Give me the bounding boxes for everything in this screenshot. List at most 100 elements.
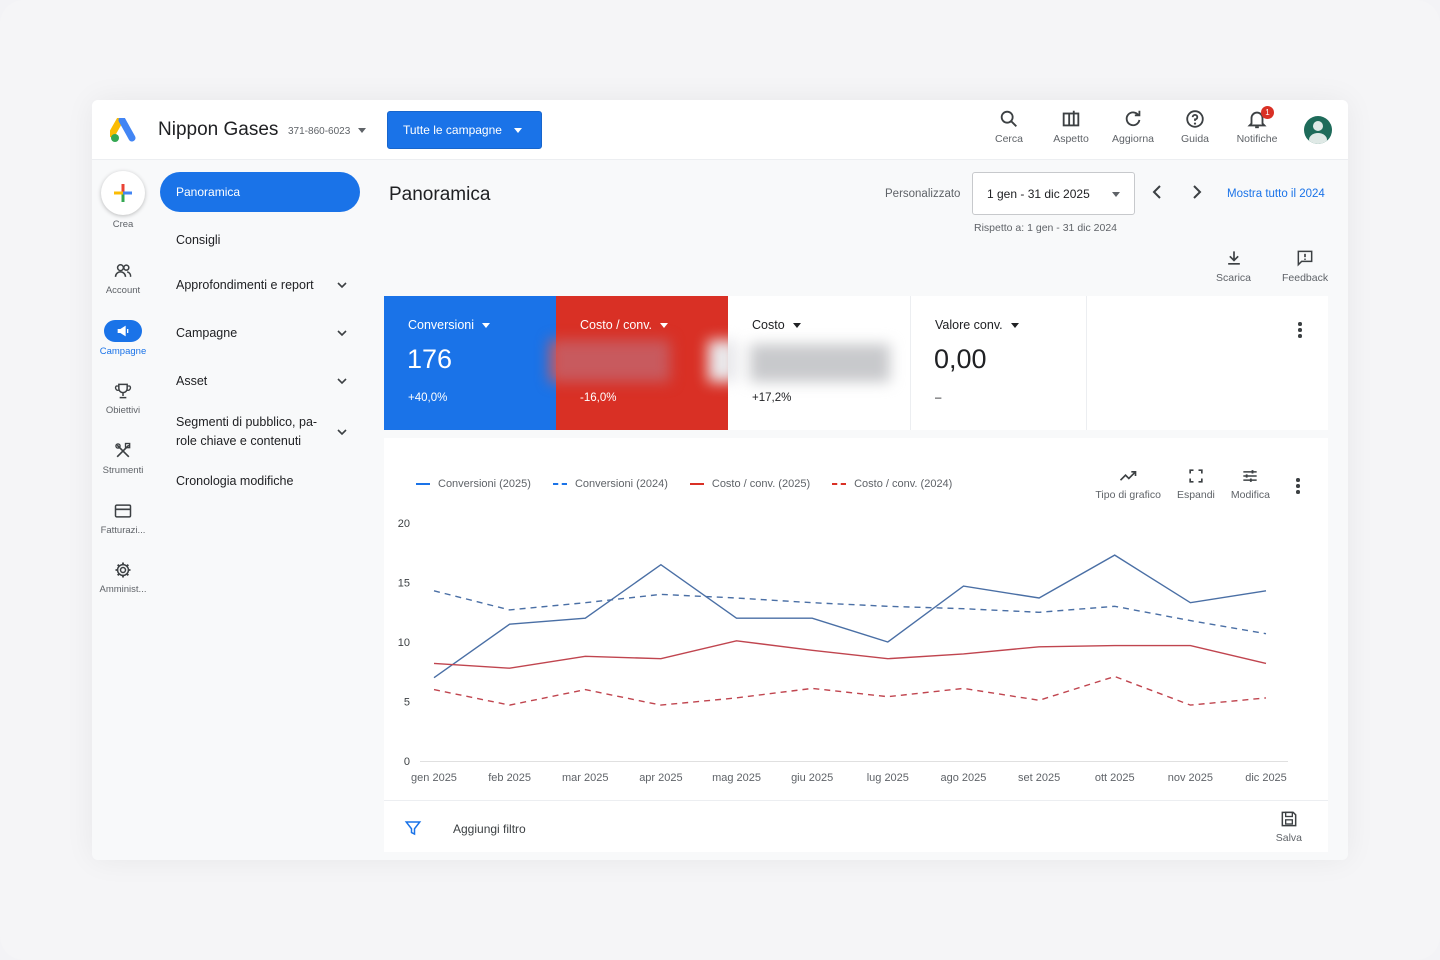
metric-title[interactable]: Conversioni <box>408 318 491 332</box>
filter-icon[interactable] <box>404 819 422 837</box>
legend-item[interactable]: Costo / conv. (2024) <box>832 478 952 490</box>
nav-item-label: Asset <box>176 374 208 388</box>
rail-billing[interactable]: Fatturazi... <box>92 501 154 536</box>
campaign-selector-label: Tutte le campagne <box>403 123 502 137</box>
search-tool-button[interactable]: Cerca <box>978 108 1040 145</box>
date-range-select[interactable]: 1 gen - 31 dic 2025 <box>972 172 1135 215</box>
user-avatar[interactable] <box>1304 116 1332 144</box>
help-tool-label: Guida <box>1180 133 1210 145</box>
metric-title-text: Valore conv. <box>935 318 1003 332</box>
expand-label: Espandi <box>1176 489 1215 501</box>
legend-item[interactable]: Conversioni (2024) <box>552 478 668 490</box>
legend-swatch <box>552 483 567 485</box>
legend-item[interactable]: Conversioni (2025) <box>416 478 531 490</box>
search-icon <box>1000 110 1017 127</box>
campaign-selector-button[interactable]: Tutte le campagne <box>387 111 542 149</box>
performance-chart-card: Conversioni (2025) Conversioni (2024) Co… <box>384 438 1328 852</box>
nav-item-insights-reports[interactable]: Approfondimenti e report <box>160 265 360 305</box>
create-button[interactable] <box>101 171 145 215</box>
x-tick-label: mar 2025 <box>562 772 608 784</box>
rail-account-label: Account <box>105 285 141 296</box>
expand-button[interactable]: Espandi <box>1177 466 1215 501</box>
nav-item-label: Panoramica <box>176 185 241 199</box>
chart-type-button[interactable]: Tipo di grafico <box>1095 466 1161 501</box>
metric-title[interactable]: Costo / conv. <box>580 318 669 332</box>
account-id[interactable]: 371-860-6023 <box>288 126 351 137</box>
metric-card-cost-per-conv[interactable]: Costo / conv. -16,0% <box>550 296 728 430</box>
nav-item-campaigns[interactable]: Campagne <box>160 313 360 353</box>
nav-item-label: Cronologia modifiche <box>176 474 294 488</box>
expand-icon <box>1189 469 1203 483</box>
metric-delta: – <box>935 392 942 404</box>
appearance-tool-button[interactable]: Aspetto <box>1040 108 1102 145</box>
chevron-down-icon[interactable] <box>336 375 348 387</box>
nav-item-assets[interactable]: Asset <box>160 361 360 401</box>
download-label: Scarica <box>1216 272 1252 284</box>
x-tick-label: lug 2025 <box>867 772 909 784</box>
rail-tools[interactable]: Strumenti <box>92 441 154 476</box>
legend-swatch <box>832 483 847 485</box>
nav-item-overview[interactable]: Panoramica <box>160 172 360 212</box>
redacted-value-edge <box>708 340 738 382</box>
rail-tools-label: Strumenti <box>102 465 144 476</box>
help-tool-button[interactable]: Guida <box>1164 108 1226 145</box>
tune-icon <box>1243 470 1258 482</box>
metric-card-conversions[interactable]: Conversioni 176 +40,0% <box>384 296 556 430</box>
billing-icon <box>114 504 132 518</box>
nav-item-audiences[interactable]: Segmenti di pubblico, pa- role chiave e … <box>160 411 360 453</box>
series-line-1[interactable] <box>433 590 1267 635</box>
legend-item[interactable]: Costo / conv. (2025) <box>689 478 810 490</box>
header-tools: Cerca Aspetto Aggiorna Guida 1 Notifiche <box>978 106 1288 145</box>
series-line-0[interactable] <box>433 554 1267 679</box>
date-range-value: 1 gen - 31 dic 2025 <box>987 186 1090 201</box>
download-button[interactable]: Scarica <box>1216 248 1251 284</box>
series-line-3[interactable] <box>433 675 1267 706</box>
nav-item-change-history[interactable]: Cronologia modifiche <box>160 461 360 501</box>
metric-title-text: Costo / conv. <box>580 318 653 332</box>
x-tick-label: ago 2025 <box>941 772 987 784</box>
notifications-tool-button[interactable]: 1 Notifiche <box>1226 106 1288 145</box>
y-tick-label: 10 <box>398 637 410 649</box>
chevron-down-icon[interactable] <box>336 327 348 339</box>
account-name[interactable]: Nippon Gases <box>158 119 279 140</box>
add-filter-link[interactable]: Aggiungi filtro <box>453 822 526 836</box>
save-icon <box>1281 811 1297 827</box>
edit-chart-button[interactable]: Modifica <box>1231 466 1270 501</box>
top-header: Nippon Gases 371-860-6023 Tutte le campa… <box>92 100 1348 160</box>
metric-title[interactable]: Costo <box>752 318 801 332</box>
rail-campaigns[interactable]: Campagne <box>92 320 154 357</box>
gear-icon <box>115 562 131 578</box>
rail-goals-label: Obiettivi <box>105 405 141 416</box>
chevron-right-icon[interactable] <box>1190 184 1204 200</box>
rail-goals[interactable]: Obiettivi <box>92 381 154 416</box>
google-ads-logo-icon[interactable] <box>110 118 138 144</box>
metric-card-cost[interactable]: Costo +17,2% <box>708 296 910 430</box>
chevron-left-icon[interactable] <box>1150 184 1164 200</box>
account-caret-icon[interactable] <box>358 128 366 133</box>
nav-item-label: Approfondimenti e report <box>176 278 314 292</box>
metric-card-conv-value[interactable]: Valore conv. 0,00 – <box>910 296 1086 430</box>
more-vert-icon[interactable] <box>1298 322 1302 340</box>
nav-item-label: Campagne <box>176 326 238 340</box>
legend-swatch <box>416 483 430 485</box>
rail-account[interactable]: Account <box>92 261 154 296</box>
bell-icon <box>1247 111 1267 129</box>
chevron-down-icon[interactable] <box>336 426 348 438</box>
refresh-tool-button[interactable]: Aggiorna <box>1102 108 1164 145</box>
chevron-down-icon[interactable] <box>336 279 348 291</box>
line-chart: 0 5 10 15 20 gen 2025 feb 2025 mar 2025 apr 2025… <box>398 518 1288 784</box>
edit-chart-label: Modifica <box>1230 489 1270 501</box>
save-button[interactable]: Salva <box>1276 809 1302 844</box>
show-all-link[interactable]: Mostra tutto il 2024 <box>1227 188 1325 200</box>
feedback-button[interactable]: Feedback <box>1282 248 1328 284</box>
redacted-value <box>550 340 670 382</box>
more-vert-icon[interactable] <box>1296 478 1300 496</box>
nav-item-recommendations[interactable]: Consigli <box>160 220 360 260</box>
caret-down-icon <box>1112 192 1120 197</box>
series-line-2[interactable] <box>433 640 1267 669</box>
rail-create[interactable]: Crea <box>92 171 154 230</box>
search-tool-label: Cerca <box>994 133 1023 145</box>
rail-admin[interactable]: Amminist... <box>92 560 154 595</box>
x-tick-label: set 2025 <box>1018 772 1060 784</box>
metric-title[interactable]: Valore conv. <box>935 318 1019 332</box>
